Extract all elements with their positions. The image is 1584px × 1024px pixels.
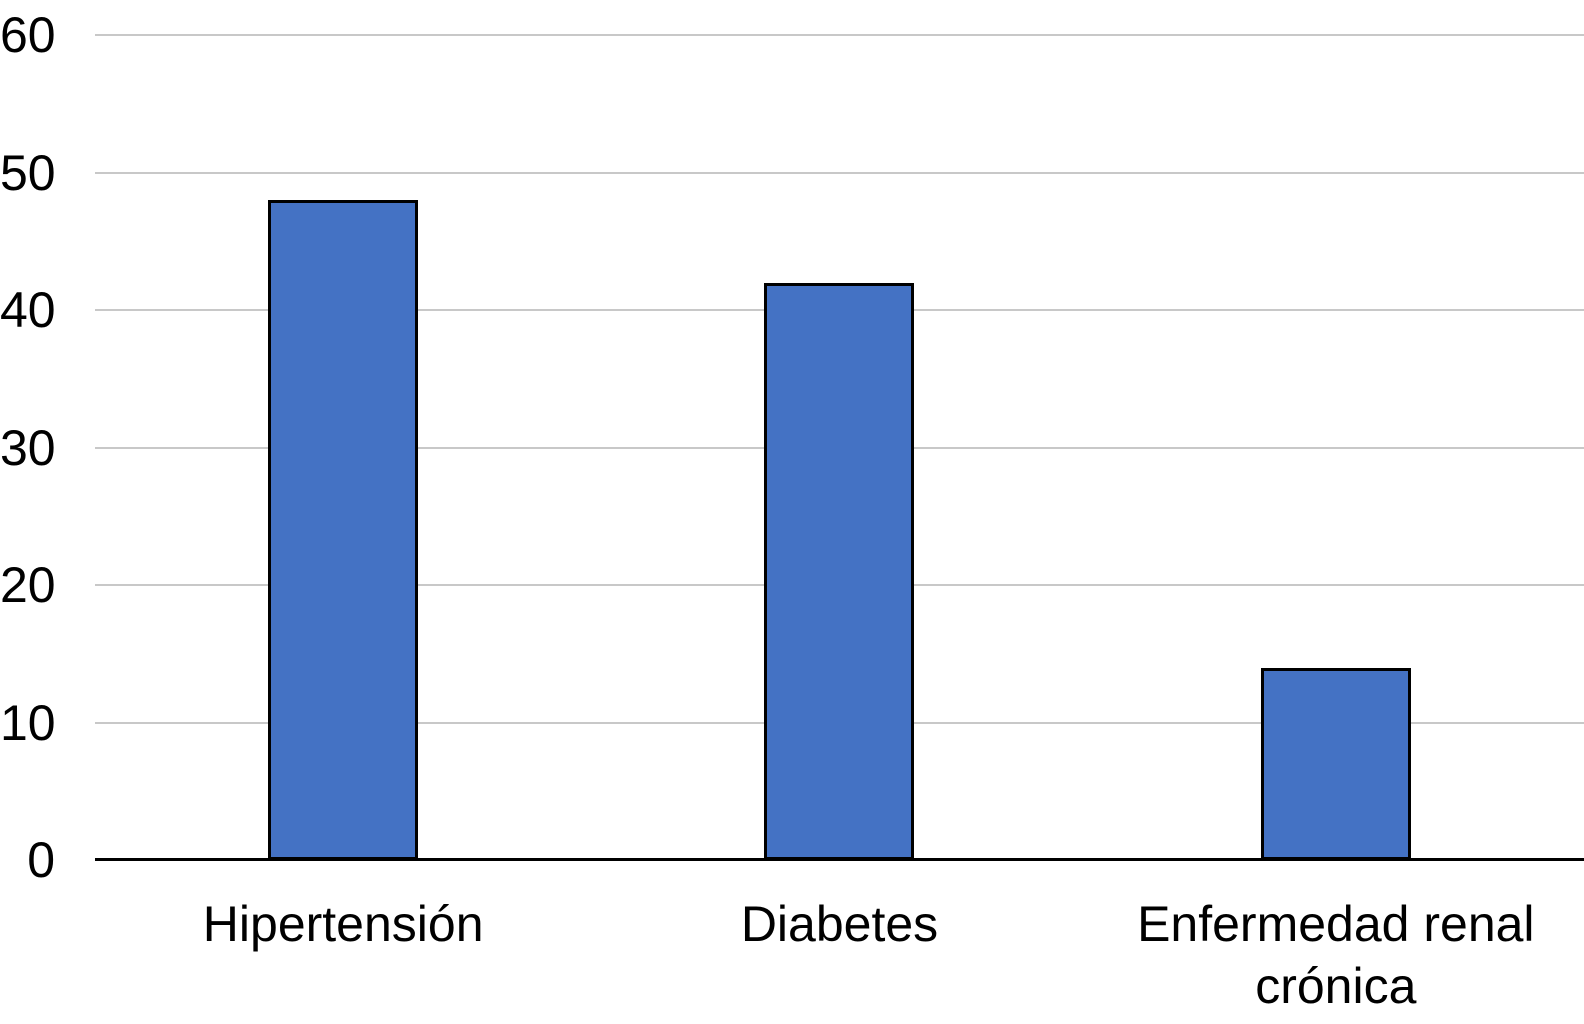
x-category-label-text: Diabetes bbox=[740, 896, 939, 952]
y-tick-label: 20 bbox=[0, 557, 56, 613]
y-tick-label: 40 bbox=[0, 282, 56, 338]
y-tick-label: 10 bbox=[0, 694, 56, 751]
x-category-label: Hipertensión bbox=[95, 893, 591, 1017]
x-category-label: Enfermedad renal crónica bbox=[1088, 893, 1584, 1017]
bar-1 bbox=[268, 200, 419, 860]
y-tick-label: 30 bbox=[0, 419, 56, 476]
x-axis-line bbox=[95, 858, 1584, 861]
bar-2 bbox=[764, 282, 915, 860]
plot-area bbox=[95, 34, 1584, 861]
y-tick-label: 0 bbox=[27, 832, 55, 888]
y-tick-label: 60 bbox=[0, 7, 56, 63]
bar-3 bbox=[1260, 667, 1411, 860]
y-tick-label: 50 bbox=[0, 144, 56, 201]
y-axis: 0 10 20 30 40 50 60 bbox=[0, 10, 56, 885]
x-category-label-text: Enfermedad renal crónica bbox=[1137, 896, 1535, 1014]
gridline bbox=[95, 34, 1584, 36]
bar-slot bbox=[95, 35, 591, 860]
x-category-label: Diabetes bbox=[591, 893, 1087, 1017]
x-category-label-text: Hipertensión bbox=[202, 896, 484, 952]
bars-row bbox=[95, 35, 1584, 860]
bar-slot bbox=[1088, 35, 1584, 860]
gridline bbox=[95, 171, 1584, 174]
bar-slot bbox=[591, 35, 1087, 860]
x-axis: Hipertensión Diabetes Enfermedad renal cró… bbox=[95, 893, 1584, 1017]
